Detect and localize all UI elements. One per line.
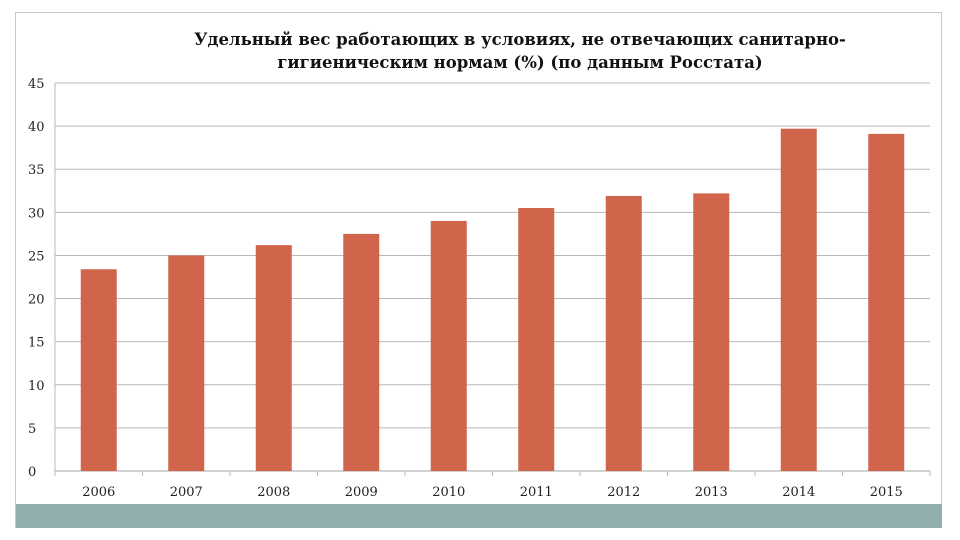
bar-2007 [168,255,205,471]
x-tick-label: 2013 [695,485,728,500]
x-axis-labels: 2006 2007 2008 2009 2010 2011 2012 2013 2014 2015 [82,485,903,500]
x-tick-label: 2007 [170,485,203,500]
y-tick-label: 5 [28,422,36,437]
bars [80,128,905,472]
y-tick-label: 35 [28,163,45,178]
bar-2010 [430,220,467,471]
chart-title: Удельный вес работающих в условиях, не о… [100,28,940,74]
bar-2015 [868,133,905,472]
y-tick-label: 10 [28,379,45,394]
x-tick-label: 2009 [345,485,378,500]
footer-band [16,504,942,528]
y-tick-label: 0 [28,465,36,480]
bar-2008 [255,245,292,471]
x-tick-label: 2008 [257,485,290,500]
chart-title-line-1: Удельный вес работающих в условиях, не о… [194,30,846,49]
bar-2009 [343,233,380,471]
chart-title-line-2: гигиеническим нормам (%) (по данным Росс… [277,53,763,72]
bar-2011 [518,208,555,471]
y-axis-labels: 0 5 10 15 20 25 30 35 40 45 [28,77,45,480]
x-tick-label: 2011 [520,485,553,500]
bar-2012 [605,195,642,471]
x-tick-label: 2012 [607,485,640,500]
bar-2013 [693,193,730,471]
y-tick-label: 20 [28,293,45,308]
x-tick-label: 2006 [82,485,115,500]
y-tick-label: 40 [28,120,45,135]
bar-2014 [780,128,817,471]
x-tick-label: 2010 [432,485,465,500]
y-tick-label: 15 [28,336,45,351]
x-tick-label: 2014 [782,485,815,500]
y-tick-label: 25 [28,249,45,264]
x-tick-label: 2015 [870,485,903,500]
y-tick-label: 45 [28,77,45,92]
y-tick-label: 30 [28,206,45,221]
bar-2006 [80,269,117,471]
